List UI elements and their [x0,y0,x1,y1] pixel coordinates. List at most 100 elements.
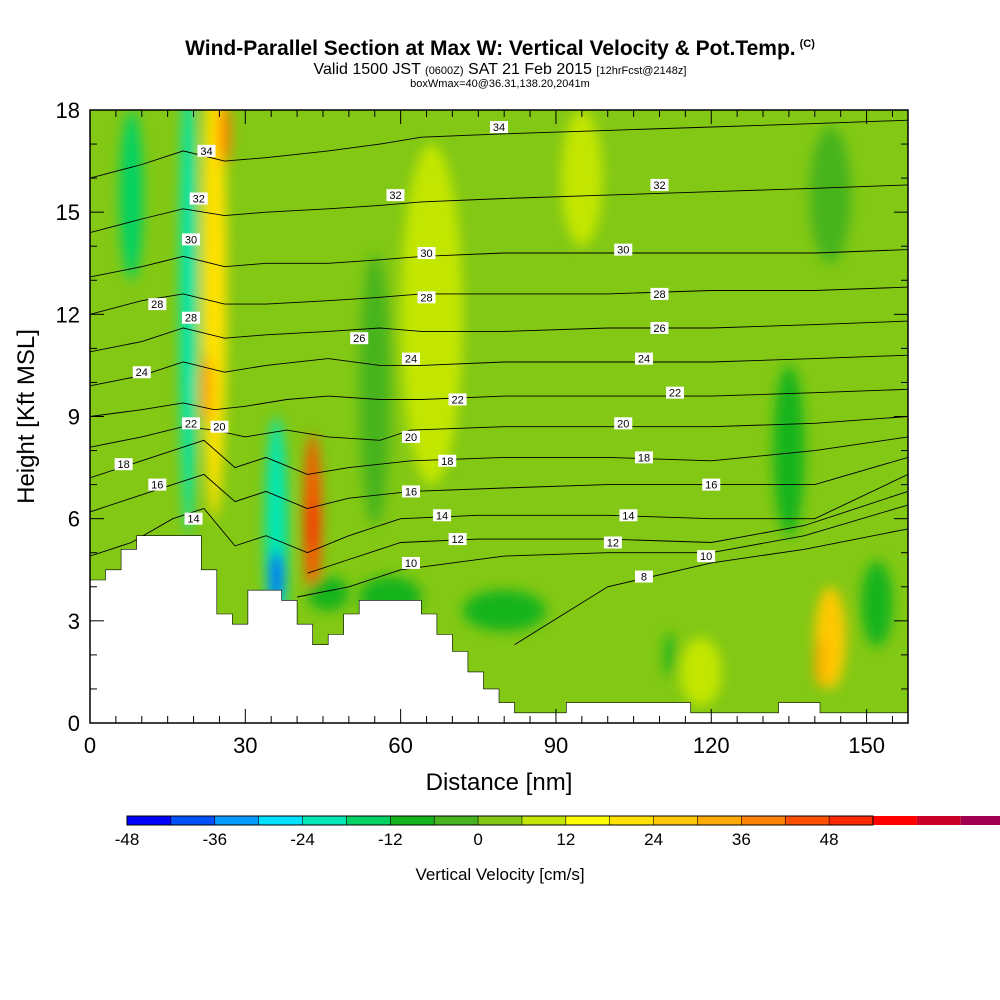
y-tick-label-12: 12 [56,302,80,327]
contour-label-15: 24 [405,354,417,366]
contour-28 [90,286,908,315]
contour-label-bg-36 [634,570,653,583]
x-tick-label-0: 0 [84,733,96,758]
contour-label-30: 14 [436,510,448,522]
x-tick-label-90: 90 [544,733,568,758]
field-cell-12 [680,637,722,706]
x-tick-label-120: 120 [693,733,730,758]
contour-label-10: 28 [420,292,432,304]
contour-label-bg-0 [490,121,508,134]
contour-label-17: 22 [185,418,197,430]
contour-label-27: 16 [405,486,417,498]
colorbar-title: Vertical Velocity [cm/s] [415,865,584,884]
contour-label-8: 28 [151,299,163,311]
contour-label-bg-30 [433,509,452,522]
colorbar-swatch-10 [565,816,610,825]
colorbar-swatch-15 [785,816,830,825]
contour-label-22: 20 [617,418,629,430]
field-cell-11 [561,110,603,247]
contour-label-25: 18 [638,452,650,464]
y-axis: 0 3 6 9 12 15 18 [56,98,908,736]
contour-label-2: 32 [193,194,205,206]
contour-32 [90,184,908,234]
field-cell-15 [773,365,805,536]
contour-label-bg-15 [401,352,420,365]
x-axis-title: Distance [nm] [426,769,573,796]
contour-label-11: 28 [653,289,665,301]
colorbar: -48 -36 -24 -12 0 12 24 36 48 [115,815,1000,849]
colorbar-swatch-16 [829,816,873,825]
field-cell-18 [462,590,546,632]
colorbar-swatch-11 [609,816,654,825]
contour-label-bg-25 [634,451,653,464]
y-axis-title: Height [Kft MSL] [13,329,40,504]
contour-34 [90,119,908,179]
contour-label-bg-18 [448,393,467,406]
colorbar-swatch-19 [960,816,1000,825]
x-axis: 0 30 60 90 120 150 [84,110,893,758]
field-cell-1 [180,110,197,536]
colorbar-label-36: 36 [732,830,751,849]
contour-label-bg-29 [184,512,203,525]
contour-label-bg-31 [619,509,638,522]
colorbar-swatch-5 [346,816,391,825]
y-tick-label-9: 9 [68,405,80,430]
contour-label-13: 26 [653,323,665,335]
contour-label-bg-11 [650,287,669,300]
contour-label-bg-27 [401,485,420,498]
contour-label-bg-17 [181,417,200,430]
contour-label-bg-20 [210,420,229,433]
colorbar-label-12: 12 [556,830,575,849]
contour-label-bg-10 [417,291,436,304]
colorbar-swatch-13 [697,816,742,825]
contour-label-bg-28 [702,478,721,491]
colorbar-label-48: 48 [820,830,839,849]
contour-label-bg-33 [603,536,622,549]
field-cell-17 [861,561,893,647]
contour-22 [90,388,908,417]
contour-label-bg-2 [189,192,208,205]
contour-label-bg-24 [438,454,457,467]
x-tick-label-150: 150 [848,733,885,758]
colorbar-swatch-4 [302,816,347,825]
contour-label-34: 10 [405,558,417,570]
contour-label-bg-35 [697,550,716,563]
contour-label-bg-7 [614,243,633,256]
contour-label-bg-26 [148,478,167,491]
copyright-mark: (C) [799,38,815,50]
colorbar-label-24: 24 [644,830,663,849]
field-cell-8 [308,499,317,552]
contour-label-bg-21 [401,430,420,443]
contour-label-7: 30 [617,245,629,257]
field-cell-4 [199,355,214,424]
valid-utc: (0600Z) [425,65,464,77]
contour-24 [90,354,908,387]
contour-label-23: 18 [118,459,130,471]
field-cell-6 [270,551,283,603]
contour-14 [90,473,908,557]
contour-label-36: 8 [641,572,647,584]
contour-label-20: 20 [213,422,225,434]
colorbar-swatch-18 [916,816,961,825]
field-cell-14 [814,636,826,688]
contour-label-31: 14 [622,510,634,522]
y-tick-label-18: 18 [56,98,80,123]
contour-label-24: 18 [441,456,453,468]
contour-label-5: 30 [185,234,197,246]
contour-26 [90,320,908,353]
chart-title-text: Wind-Parallel Section at Max W: Vertical… [185,37,796,60]
contour-label-18: 22 [451,394,463,406]
contour-label-3: 32 [389,190,401,202]
contour-30 [90,249,908,278]
colorbar-swatch-12 [653,816,698,825]
contour-label-1: 34 [200,146,212,158]
colorbar-label--48: -48 [115,830,140,849]
contour-label-9: 28 [185,313,197,325]
contour-label-bg-3 [386,189,405,202]
field-cell-9 [359,253,391,526]
contour-label-19: 22 [669,388,681,400]
y-tick-label-15: 15 [56,200,80,225]
colorbar-swatch-2 [214,816,259,825]
valid-time: Valid 1500 JST [313,61,421,78]
contour-label-33: 12 [607,538,619,550]
